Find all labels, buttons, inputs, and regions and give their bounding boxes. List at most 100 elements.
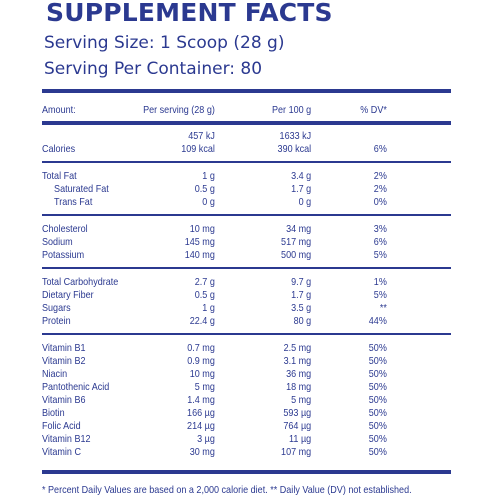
per-100g-value: 0 g (298, 196, 312, 208)
per-serving-value: 140 mg (184, 249, 215, 261)
per-serving-value: 0.7 mg (187, 342, 215, 354)
dv-value: 50% (368, 407, 387, 419)
per-serving-value: 214 µg (187, 420, 215, 432)
nutrient-name: Vitamin B6 (42, 394, 86, 406)
table-row: Folic Acid 214 µg 764 µg 50% (42, 420, 394, 432)
per-serving-value: 1 g (202, 170, 215, 182)
nutrient-name: Sugars (42, 302, 71, 314)
nutrient-name: Vitamin B1 (42, 342, 86, 354)
dv-value: 50% (368, 420, 387, 432)
table-row: Sodium 145 mg 517 mg 6% (42, 236, 394, 248)
dv-value: 50% (368, 342, 387, 354)
per-100g-value: 1.7 g (291, 183, 312, 195)
per-serving-value: 145 mg (184, 236, 215, 248)
per-100g-value: 18 mg (286, 381, 312, 393)
table-row: Total Carbohydrate 2.7 g 9.7 g 1% (42, 276, 394, 288)
nutrient-name: Biotin (42, 407, 65, 419)
per-serving-value: 0 g (202, 196, 215, 208)
per-100g-value: 517 mg (281, 236, 312, 248)
footer-divider (42, 470, 451, 474)
nutrient-name: Vitamin B2 (42, 355, 86, 367)
table-row: Biotin 166 µg 593 µg 50% (42, 407, 394, 419)
nutrient-name: Sodium (42, 236, 73, 248)
dv-value: 50% (368, 433, 387, 445)
per-100g-value: 3.1 mg (283, 355, 312, 367)
table-row: Pantothenic Acid 5 mg 18 mg 50% (42, 381, 394, 393)
table-row: Saturated Fat 0.5 g 1.7 g 2% (42, 183, 394, 195)
table-row: Trans Fat 0 g 0 g 0% (42, 196, 394, 208)
per-100g-value: 107 mg (281, 446, 312, 458)
per-100g-value: 9.7 g (291, 276, 312, 288)
nutrient-name: Folic Acid (42, 420, 81, 432)
per-serving-value: 0.5 g (194, 289, 215, 301)
table-row: Vitamin B12 3 µg 11 µg 50% (42, 433, 394, 445)
per-serving-value: 1.4 mg (187, 394, 215, 406)
servings-per-container: Serving Per Container: 80 (44, 59, 263, 79)
table-row: Dietary Fiber 0.5 g 1.7 g 5% (42, 289, 394, 301)
dv-value: 6% (373, 236, 387, 248)
section-divider (42, 214, 451, 216)
table-row: Total Fat 1 g 3.4 g 2% (42, 170, 394, 182)
dv-value: 50% (368, 355, 387, 367)
dv-value: 5% (373, 289, 387, 301)
nutrient-name: Dietary Fiber (42, 289, 94, 301)
amount-header: Amount: (42, 104, 76, 116)
nutrient-name: Cholesterol (42, 223, 88, 235)
nutrient-name: Pantothenic Acid (42, 381, 110, 393)
dv-value: 50% (368, 446, 387, 458)
dv-value: 6% (373, 143, 387, 155)
per-100g-value: 593 µg (283, 407, 312, 419)
section-divider (42, 161, 451, 163)
per-100g-value: 1.7 g (291, 289, 312, 301)
table-row: Niacin 10 mg 36 mg 50% (42, 368, 394, 380)
per-serving-value: 3 µg (197, 433, 215, 445)
per-serving-header: Per serving (28 g) (143, 104, 215, 116)
dv-value: 5% (373, 249, 387, 261)
section-divider (42, 267, 451, 269)
dv-value: 50% (368, 394, 387, 406)
table-row: Cholesterol 10 mg 34 mg 3% (42, 223, 394, 235)
per-100g-value: 390 kcal (277, 143, 312, 155)
per-serving-value: 22.4 g (189, 315, 215, 327)
nutrient-name: Calories (42, 143, 76, 155)
dv-value: 2% (373, 183, 387, 195)
table-row: Vitamin B6 1.4 mg 5 mg 50% (42, 394, 394, 406)
nutrient-name: Trans Fat (54, 196, 93, 208)
per-100g-value: 2.5 mg (283, 342, 312, 354)
energy-kj-per-serving: 457 kJ (188, 130, 215, 142)
dv-header: % DV* (360, 104, 387, 116)
dv-value: ** (379, 302, 387, 314)
nutrient-name: Total Carbohydrate (42, 276, 119, 288)
table-row: Protein 22.4 g 80 g 44% (42, 315, 394, 327)
column-header-divider (42, 121, 451, 125)
nutrient-name: Vitamin C (42, 446, 81, 458)
per-serving-value: 10 mg (189, 368, 215, 380)
nutrient-name: Niacin (42, 368, 68, 380)
section-divider (42, 333, 451, 335)
per-100g-value: 3.5 g (291, 302, 312, 314)
table-row: Potassium 140 mg 500 mg 5% (42, 249, 394, 261)
per-100g-value: 5 mg (291, 394, 312, 406)
dv-value: 44% (368, 315, 387, 327)
table-row: Vitamin B1 0.7 mg 2.5 mg 50% (42, 342, 394, 354)
per-serving-value: 109 kcal (181, 143, 215, 155)
table-row: Vitamin B2 0.9 mg 3.1 mg 50% (42, 355, 394, 367)
per-serving-value: 166 µg (187, 407, 215, 419)
per-100g-value: 11 µg (289, 433, 312, 445)
per-serving-value: 0.9 mg (187, 355, 215, 367)
table-row: Vitamin C 30 mg 107 mg 50% (42, 446, 394, 458)
per-100g-value: 3.4 g (291, 170, 312, 182)
per-100g-value: 80 g (293, 315, 312, 327)
per-serving-value: 5 mg (194, 381, 215, 393)
dv-value: 1% (373, 276, 387, 288)
energy-kj-per-100g: 1633 kJ (279, 130, 312, 142)
nutrient-name: Vitamin B12 (42, 433, 91, 445)
per-100g-value: 764 µg (283, 420, 312, 432)
per-serving-value: 30 mg (189, 446, 215, 458)
per-serving-value: 10 mg (189, 223, 215, 235)
per-serving-value: 1 g (202, 302, 215, 314)
per-100g-value: 34 mg (286, 223, 312, 235)
dv-value: 50% (368, 381, 387, 393)
serving-size: Serving Size: 1 Scoop (28 g) (44, 33, 285, 53)
nutrient-name: Potassium (42, 249, 85, 261)
